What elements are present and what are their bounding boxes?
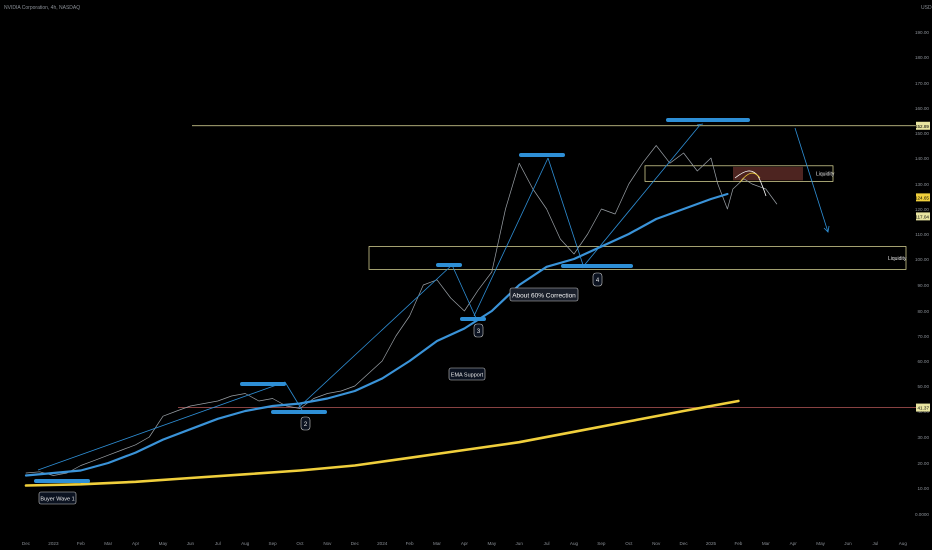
ema-support-text: EMA Support [451,373,484,379]
liquidity-zone-upper [644,165,834,182]
x-tick-label: Dec [351,541,360,546]
liquidity-zone-upper-label: Liquidity [816,172,835,178]
y-tick-label: 90.00 [918,283,930,288]
y-tick-label: 10.00 [918,486,930,491]
price-badge [916,212,930,221]
x-tick-label: Apr [461,541,469,546]
liquidity-zone-lower-label: Liquidity [888,256,907,262]
x-tick-label: Jul [215,541,221,546]
svg-text:2: 2 [304,422,308,428]
x-tick-label: Feb [77,541,85,546]
trendline [284,381,303,411]
x-tick-label: Jun [515,541,523,546]
y-tick-label: 170.00 [915,81,929,86]
y-tick-label: 190.00 [915,30,929,35]
y-tick-label: 0.0000 [915,512,929,517]
buyer-wave-text: Buyer Wave 1 [40,497,74,503]
x-tick-label: Aug [570,541,579,546]
x-tick-label: May [816,541,825,546]
symbol-title: NVIDIA Corporation, 4h, NASDAQ [4,5,80,11]
x-tick-label: Jul [872,541,878,546]
y-tick-label: 70.00 [918,334,930,339]
buyer-wave-label: Buyer Wave 1 [38,491,77,505]
y-tick-label: 160.00 [915,106,929,111]
liquidity-zone-fill [733,166,803,181]
svg-text:3: 3 [477,329,481,335]
projection-path-yellow [739,172,761,183]
x-tick-label: Oct [625,541,633,546]
x-tick-label: 2025 [706,541,717,546]
y-tick-label: 180.00 [915,55,929,60]
x-tick-label: Apr [790,541,798,546]
x-tick-label: Aug [241,541,250,546]
price-badge [916,403,930,412]
price-badge-label: 152.89 [915,124,929,129]
ema-support-label: EMA Support [448,367,486,381]
x-tick-label: May [159,541,168,546]
y-tick-label: 130.00 [915,182,929,187]
currency-label: USD [921,5,932,11]
series-line-long-term-ma [24,399,740,487]
wave-2-marker: 2 [300,416,311,431]
trendline [451,264,477,319]
y-tick-label: 140.00 [915,156,929,161]
x-tick-label: Nov [323,541,332,546]
x-tick-label: Feb [406,541,414,546]
y-tick-label: 80.00 [918,309,930,314]
trendline [547,157,585,269]
x-tick-label: Jun [844,541,852,546]
x-tick-label: Aug [899,541,908,546]
price-badge-label: 124.65 [915,195,929,200]
x-tick-label: Oct [296,541,304,546]
projection-arrow-head [823,225,830,233]
wave-4-marker: 4 [592,272,603,287]
x-tick-label: 2023 [48,541,59,546]
y-tick-label: 150.00 [915,131,929,136]
x-tick-label: Sep [269,541,278,546]
x-tick-label: 2024 [377,541,388,546]
y-tick-label: 60.00 [918,359,930,364]
y-tick-label: 100.00 [915,257,929,262]
trendline [473,157,549,317]
y-tick-label: 50.00 [918,384,930,389]
x-tick-label: Mar [104,541,112,546]
price-badge [916,193,930,202]
y-tick-label: 30.00 [918,435,930,440]
y-tick-label: 20.00 [918,461,930,466]
price-badge-label: 41.37 [918,406,930,411]
x-tick-label: Apr [132,541,140,546]
arrow-head [696,123,704,126]
trendline [581,124,701,269]
liquidity-zone-lower [368,246,907,270]
x-tick-label: Dec [680,541,689,546]
x-tick-label: Feb [734,541,742,546]
x-tick-label: Jul [544,541,550,546]
price-badge-label: 117.04 [915,214,929,219]
y-tick-label: 110.00 [915,232,929,237]
x-tick-label: May [487,541,496,546]
x-tick-label: Nov [652,541,661,546]
y-tick-label: 120.00 [915,207,929,212]
price-badge [916,121,930,130]
trendline [297,264,453,409]
x-tick-label: Jun [187,541,195,546]
x-tick-label: Dec [22,541,31,546]
wave-3-marker: 3 [473,323,484,338]
x-tick-label: Mar [762,541,770,546]
trendline [37,381,286,471]
correction-label: About 60% Correction [509,287,579,302]
series-line-price [25,145,778,476]
x-tick-label: Sep [597,541,606,546]
projection-arrow [794,127,829,233]
x-tick-label: Mar [433,541,441,546]
series-line-ema-support [24,192,729,477]
correction-text: About 60% Correction [512,293,576,300]
svg-text:4: 4 [596,278,600,284]
